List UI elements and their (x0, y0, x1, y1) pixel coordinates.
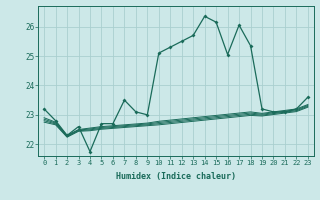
X-axis label: Humidex (Indice chaleur): Humidex (Indice chaleur) (116, 172, 236, 181)
